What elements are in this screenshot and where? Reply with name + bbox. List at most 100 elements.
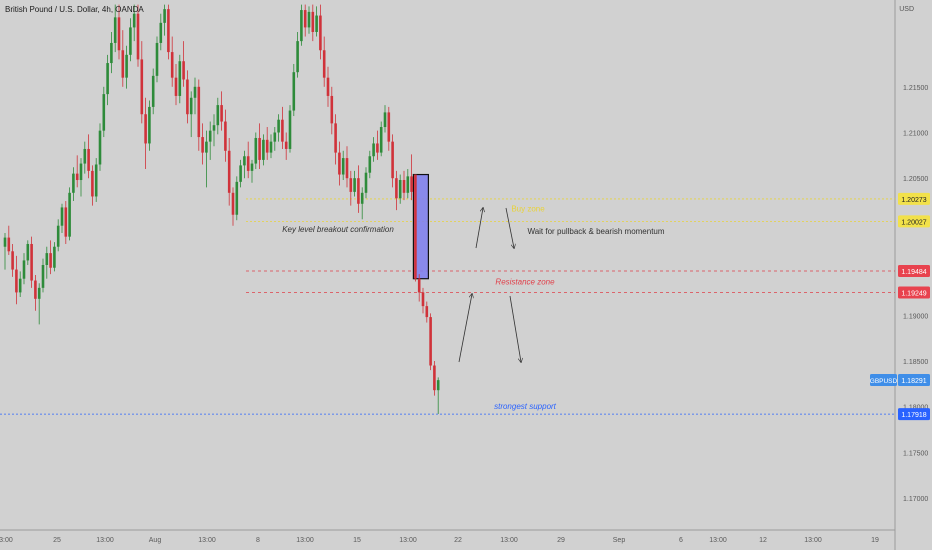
x-tick-label: 25 <box>53 537 61 544</box>
annotation-wait: Wait for pullback & bearish momentum <box>527 227 664 236</box>
y-tick-label: 1.19000 <box>903 313 928 320</box>
candle-body <box>136 13 140 60</box>
price-label-text: 1.17918 <box>901 412 926 419</box>
candle-body <box>360 192 364 204</box>
candle-body <box>159 22 163 43</box>
candle-body <box>72 173 75 193</box>
candle-body <box>121 50 125 78</box>
candle-body <box>322 50 326 78</box>
candle-body <box>311 11 315 32</box>
candle-body <box>68 192 71 237</box>
price-label-text: 1.19484 <box>901 269 926 276</box>
chart-title: British Pound / U.S. Dollar, 4h, OANDA <box>5 5 144 14</box>
price-label-tag <box>898 374 930 387</box>
y-tick-label: 1.21500 <box>903 85 928 92</box>
candle-body <box>425 306 429 318</box>
candle-body <box>288 110 292 149</box>
x-tick-label: Sep <box>613 537 626 544</box>
x-tick-label: 13:00 <box>500 537 518 544</box>
candle-body <box>315 15 318 32</box>
candle-body <box>254 137 258 164</box>
candle-body <box>193 86 197 98</box>
x-tick-label: 13:00 <box>399 537 417 544</box>
candle-body <box>117 17 121 51</box>
candle-body <box>258 137 261 160</box>
candle-body <box>262 139 265 160</box>
candle-body <box>250 163 254 171</box>
candle-body <box>379 127 383 153</box>
candle-body <box>376 143 379 153</box>
x-tick-label: 13:00 <box>804 537 822 544</box>
candle-body <box>132 13 136 28</box>
x-tick-label: 8 <box>256 537 260 544</box>
candle-body <box>98 130 102 165</box>
candle-body <box>37 287 41 299</box>
candle-body <box>102 94 106 131</box>
candle-body <box>235 181 239 215</box>
candle-body <box>364 172 368 193</box>
x-tick-label: 15 <box>353 537 361 544</box>
x-tick-label: 13:00 <box>198 537 216 544</box>
candle-body <box>125 54 128 78</box>
breakout-box[interactable] <box>412 173 429 280</box>
candle-body <box>60 207 64 226</box>
price-label-tag <box>898 192 930 205</box>
candle-body <box>281 119 284 142</box>
symbol-badge[interactable] <box>870 374 897 387</box>
price-label-text: 1.20273 <box>901 197 926 204</box>
candle-body <box>113 17 117 43</box>
candle-body <box>307 11 311 28</box>
candle-body <box>300 10 303 42</box>
candle-body <box>406 176 410 193</box>
candle-body <box>303 10 307 28</box>
candle-body <box>273 132 277 142</box>
candle-body <box>417 278 421 293</box>
price-label-text: 1.20027 <box>901 219 926 226</box>
candle-body <box>243 156 246 166</box>
candle-body <box>53 246 56 268</box>
candle-body <box>319 15 322 51</box>
candle-body <box>284 141 288 149</box>
candle-body <box>178 61 182 96</box>
x-tick-label: 13:00 <box>96 537 114 544</box>
candle-body <box>208 130 212 142</box>
x-tick-label: 13:00 <box>0 537 13 544</box>
candle-body <box>220 105 223 122</box>
candle-body <box>341 158 345 175</box>
candle-body <box>34 280 37 299</box>
candle-body <box>205 141 208 153</box>
candle-body <box>87 148 90 171</box>
candle-body <box>110 42 113 64</box>
x-tick-label: 29 <box>557 537 565 544</box>
candle-body <box>189 97 193 115</box>
candle-body <box>45 253 49 265</box>
candle-body <box>186 79 189 115</box>
y-tick-label: 1.20500 <box>903 176 928 183</box>
candle-body <box>174 77 178 96</box>
candle-body <box>334 123 337 153</box>
candle-body <box>357 178 360 204</box>
candle-body <box>421 292 425 307</box>
arrow-annotation <box>475 208 483 249</box>
y-tick-label: 1.17500 <box>903 450 928 457</box>
candle-body <box>227 150 231 193</box>
candle-body <box>75 173 79 181</box>
candle-body <box>349 178 353 192</box>
arrow-annotation <box>509 295 521 362</box>
support-label: strongest support <box>494 402 557 411</box>
candle-body <box>387 112 391 142</box>
candle-body <box>216 105 220 126</box>
candle-body <box>391 141 394 179</box>
annotation-breakout: Key level breakout confirmation <box>282 225 394 234</box>
candle-body <box>155 42 159 76</box>
candle-body <box>277 119 280 133</box>
candle-body <box>239 165 242 182</box>
candle-body <box>30 243 33 281</box>
candle-body <box>402 180 406 193</box>
x-tick-label: 13:00 <box>296 537 314 544</box>
candle-body <box>292 72 296 111</box>
price-label-tag <box>898 265 930 278</box>
arrow-annotation <box>505 207 514 248</box>
